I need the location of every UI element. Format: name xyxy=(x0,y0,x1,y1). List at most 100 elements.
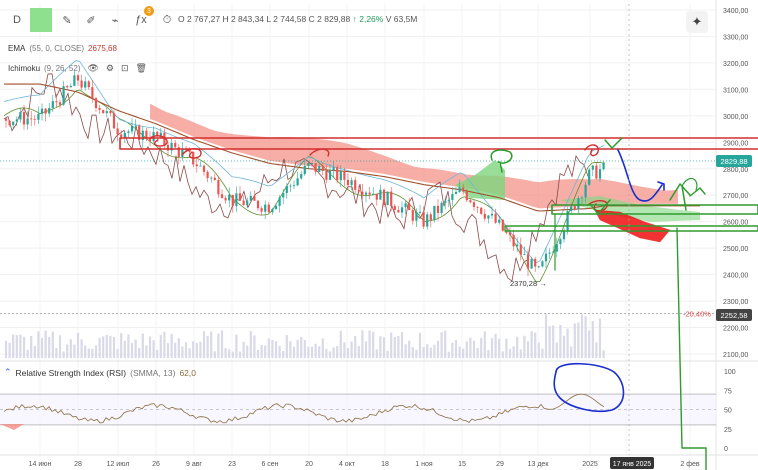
candle-body xyxy=(30,118,33,120)
candle-body xyxy=(213,177,216,181)
volume-bar xyxy=(44,330,47,358)
volume-bar xyxy=(292,346,296,358)
ema-value: 2675,68 xyxy=(88,44,117,53)
candle-body xyxy=(40,108,44,114)
volume-bar xyxy=(487,350,490,358)
indicators-icon[interactable]: ƒx xyxy=(135,14,147,26)
volume-bar xyxy=(354,336,357,358)
cloud-area-bull xyxy=(560,196,700,222)
candle-body xyxy=(541,261,544,267)
candle-body xyxy=(552,251,555,253)
candle-body xyxy=(584,184,587,198)
swirl-mark xyxy=(584,144,599,157)
time-axis-label: 23 xyxy=(228,461,236,468)
candle-body xyxy=(274,205,278,210)
candle-body xyxy=(48,108,51,114)
ichimoku-legend[interactable]: Ichimoku (9, 26, 52) 👁 ⚙ ⊡ 🗑 xyxy=(8,63,147,74)
eye-icon[interactable]: 👁 xyxy=(87,63,99,73)
candle-body xyxy=(397,209,400,213)
volume-bar xyxy=(22,336,26,358)
candle-body xyxy=(472,202,476,207)
price-axis-label: 2500,00 xyxy=(723,246,748,253)
price-axis-label: 2300,00 xyxy=(723,299,748,306)
collapse-icon[interactable]: ⌃ xyxy=(4,367,12,377)
volume-bar xyxy=(332,347,335,358)
volume-bar xyxy=(195,342,198,358)
volume-bar xyxy=(440,332,443,358)
candle-body xyxy=(19,112,22,120)
candle-body xyxy=(26,118,29,125)
candle-body xyxy=(508,232,512,235)
volume-bar xyxy=(436,340,440,358)
candle-body xyxy=(454,191,458,194)
ema-name: EMA xyxy=(8,44,26,53)
volume-bar xyxy=(595,342,598,358)
volume-bar xyxy=(220,330,224,358)
volume-bar xyxy=(447,351,450,358)
candle-body xyxy=(210,177,213,179)
symbol-search-button[interactable]: D xyxy=(13,14,21,26)
interval-button[interactable] xyxy=(30,8,52,32)
candle-body xyxy=(271,209,274,213)
volume-bar xyxy=(573,323,576,358)
candle-body xyxy=(76,75,80,81)
blue-projection xyxy=(617,149,663,202)
candle-body xyxy=(501,219,504,231)
candle-body xyxy=(260,208,263,212)
candle-body xyxy=(231,194,234,206)
candle-body xyxy=(307,163,310,166)
settings-icon[interactable]: ⚙ xyxy=(105,63,114,73)
volume-bar xyxy=(393,337,396,358)
delete-icon[interactable]: 🗑 xyxy=(135,63,147,73)
candle-body xyxy=(195,164,198,167)
candle-body xyxy=(361,191,364,195)
candle-body xyxy=(314,163,317,172)
brush-icon[interactable]: ⌁ xyxy=(111,14,119,27)
volume-bar xyxy=(235,334,238,358)
volume-bar xyxy=(91,348,94,358)
volume-bar xyxy=(174,342,177,358)
rsi-axis-label: 25 xyxy=(724,427,732,434)
time-axis-label: 20 xyxy=(305,461,313,468)
candle-body xyxy=(310,163,314,164)
alert-icon[interactable]: ⏱ xyxy=(162,13,172,26)
drawings xyxy=(119,135,758,470)
candle-body xyxy=(602,162,605,170)
ema-legend[interactable]: EMA (55, 0, CLOSE) 2675,68 xyxy=(8,44,117,53)
candle-body xyxy=(177,147,180,157)
price-axis-label: 2700,00 xyxy=(723,193,748,200)
candle-body xyxy=(120,134,123,138)
volume-bar xyxy=(163,331,166,358)
volume-bar xyxy=(577,322,580,358)
cloud-area-bull xyxy=(455,160,505,200)
indicator-count-badge: 3 xyxy=(144,6,154,16)
volume-value: V 63,5M xyxy=(385,14,418,24)
candle-body xyxy=(105,111,108,114)
time-axis-label: 17 янв 2025 xyxy=(613,461,652,468)
rsi-legend[interactable]: ⌃ Relative Strength Index (RSI) (SMMA, 1… xyxy=(4,367,196,378)
volume-bar xyxy=(148,336,152,358)
volume-bar xyxy=(508,348,512,358)
candle-body xyxy=(404,203,407,208)
sparkle-icon[interactable]: ✦ xyxy=(686,11,708,33)
support-box xyxy=(504,225,758,232)
candle-body xyxy=(498,219,501,223)
candle-body xyxy=(368,192,371,195)
source-icon[interactable]: ⊡ xyxy=(121,63,129,73)
compare-icon[interactable]: ✎ xyxy=(62,14,72,27)
candle-body xyxy=(433,205,436,220)
draw-icon[interactable]: ✐ xyxy=(86,14,96,27)
volume-bar xyxy=(40,337,44,358)
volume-bar xyxy=(516,336,519,358)
price-axis-label: 2200,00 xyxy=(723,326,748,333)
candle-body xyxy=(382,189,386,206)
ema-line xyxy=(4,83,700,212)
volume-bar xyxy=(418,332,422,358)
volume-bar xyxy=(368,330,371,358)
candle-body xyxy=(375,193,378,200)
volume-bar xyxy=(361,330,364,358)
candle-body xyxy=(145,130,148,139)
volume-bar xyxy=(213,351,216,358)
